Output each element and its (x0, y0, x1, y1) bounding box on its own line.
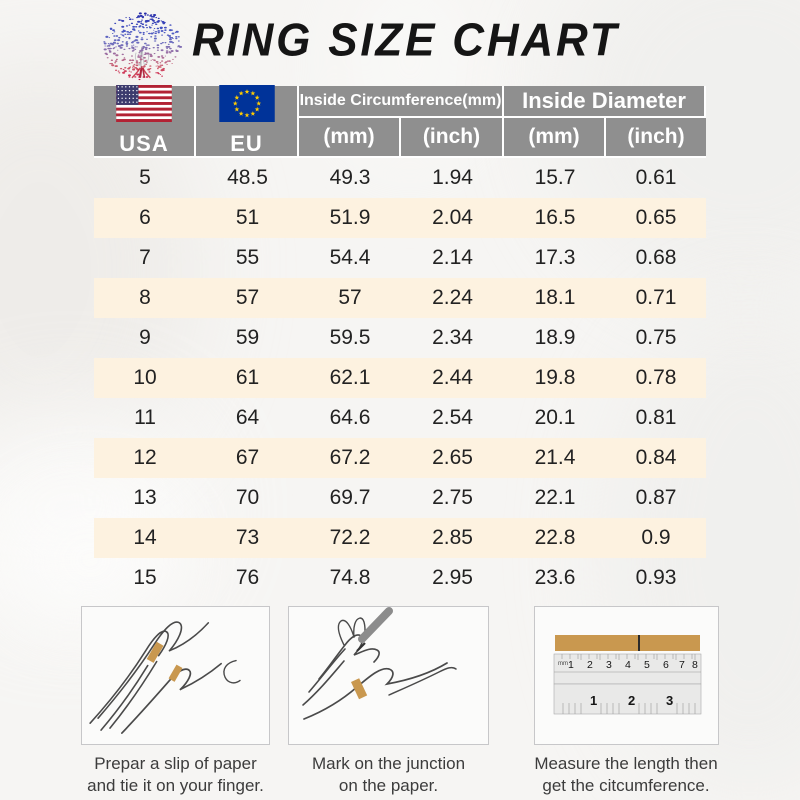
svg-text:mm: mm (558, 661, 568, 667)
svg-text:3: 3 (666, 693, 673, 708)
svg-text:1: 1 (568, 659, 574, 671)
svg-text:1: 1 (590, 693, 597, 708)
svg-text:4: 4 (625, 659, 631, 671)
svg-text:6: 6 (663, 659, 669, 671)
svg-text:7: 7 (679, 659, 685, 671)
svg-text:3: 3 (606, 659, 612, 671)
svg-text:2: 2 (587, 659, 593, 671)
svg-text:2: 2 (628, 693, 635, 708)
svg-text:5: 5 (644, 659, 650, 671)
svg-text:8: 8 (692, 659, 698, 671)
